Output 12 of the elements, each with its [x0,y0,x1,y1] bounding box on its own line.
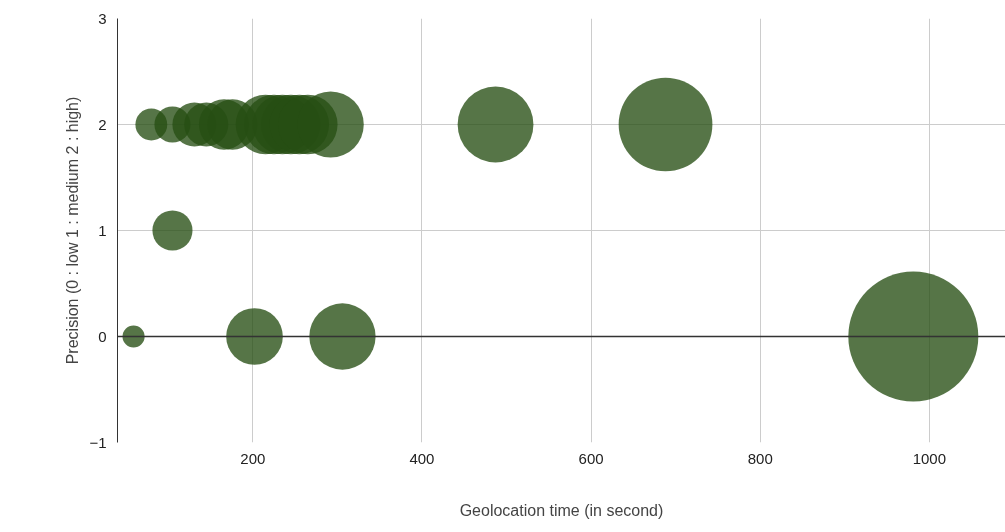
y-tick-label: 2 [98,115,107,133]
y-axis-title: Precision (0 : low 1 : medium 2 : high) [64,96,82,365]
x-axis-title: Geolocation time (in second) [459,501,664,519]
y-tick-label: 3 [98,9,107,27]
x-tick-label: 1000 [912,449,947,467]
x-tick-label: 600 [578,449,604,467]
x-tick-label: 400 [409,449,435,467]
x-tick-label: 800 [747,449,773,467]
y-tick-label: 0 [98,327,107,345]
y-tick-label: 1 [98,221,107,239]
y-tick-label: −1 [89,433,107,451]
x-tick-label: 200 [240,449,266,467]
